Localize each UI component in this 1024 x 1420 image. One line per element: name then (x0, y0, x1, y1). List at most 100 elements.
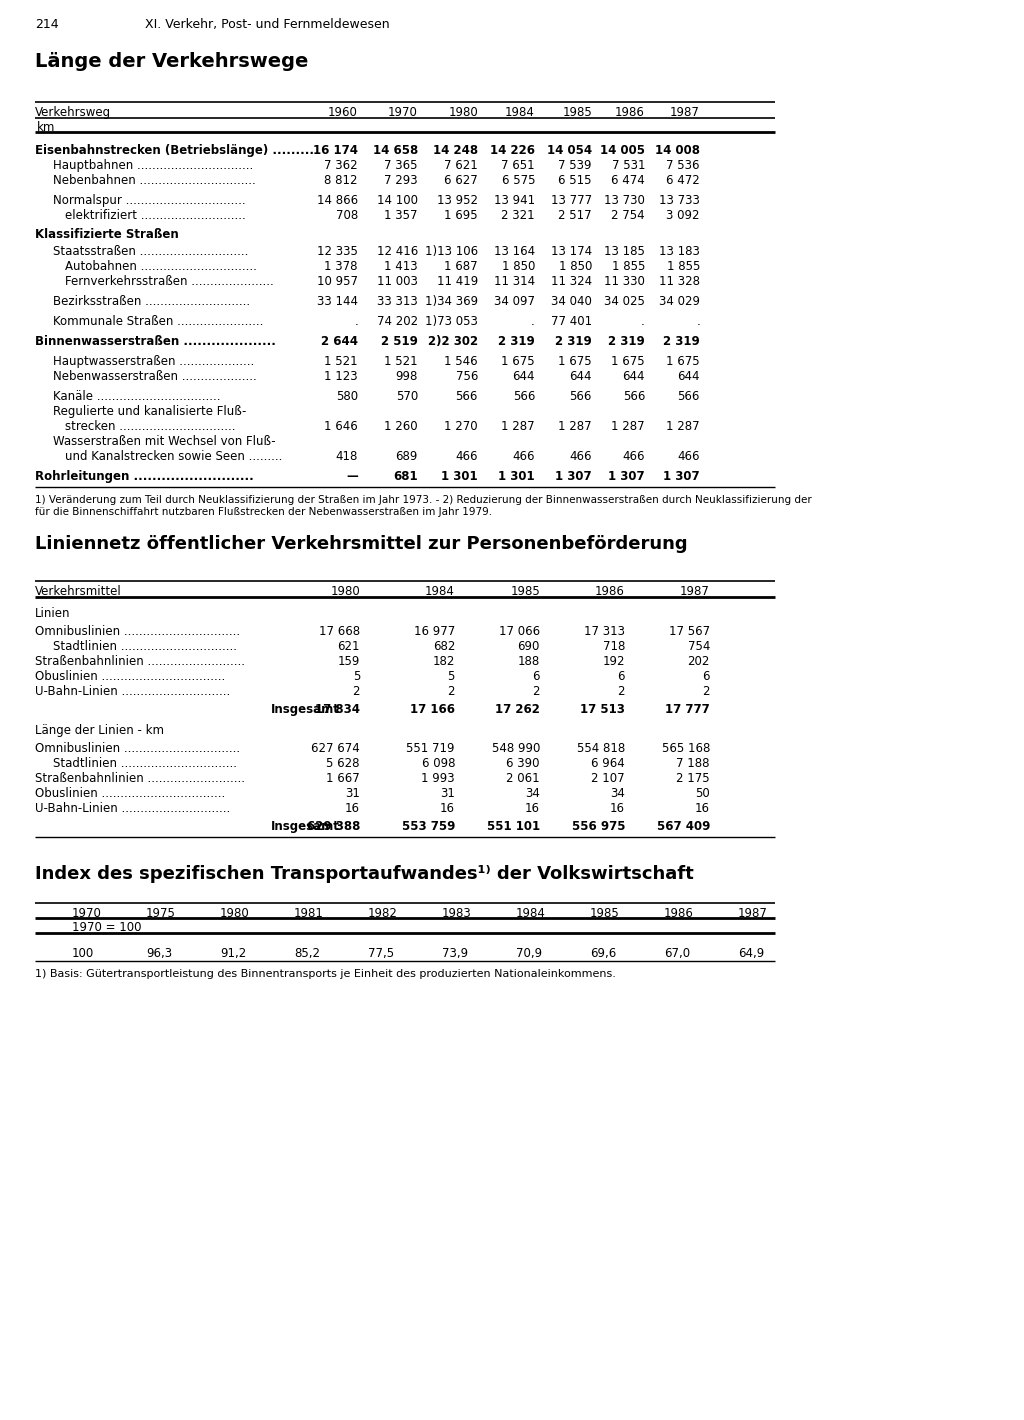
Text: 5: 5 (447, 670, 455, 683)
Text: 7 536: 7 536 (667, 159, 700, 172)
Text: Omnibuslinien ...............................: Omnibuslinien ..........................… (35, 743, 240, 755)
Text: 754: 754 (688, 640, 710, 653)
Text: Rohrleitungen ..........................: Rohrleitungen .......................... (35, 470, 254, 483)
Text: —: — (346, 470, 358, 483)
Text: 34 040: 34 040 (551, 295, 592, 308)
Text: Kommunale Straßen .......................: Kommunale Straßen ......................… (53, 315, 263, 328)
Text: 73,9: 73,9 (442, 947, 468, 960)
Text: Regulierte und kanalisierte Fluß-: Regulierte und kanalisierte Fluß- (53, 405, 247, 417)
Text: 34 025: 34 025 (604, 295, 645, 308)
Text: Index des spezifischen Transportaufwandes¹⁾ der Volkswirtschaft: Index des spezifischen Transportaufwande… (35, 865, 693, 883)
Text: 6 390: 6 390 (507, 757, 540, 770)
Text: 7 362: 7 362 (325, 159, 358, 172)
Text: 202: 202 (688, 655, 710, 667)
Text: 553 759: 553 759 (401, 819, 455, 834)
Text: 7 293: 7 293 (384, 175, 418, 187)
Text: 74 202: 74 202 (377, 315, 418, 328)
Text: 466: 466 (678, 450, 700, 463)
Text: 2 319: 2 319 (499, 335, 535, 348)
Text: 6 098: 6 098 (422, 757, 455, 770)
Text: XI. Verkehr, Post- und Fernmeldewesen: XI. Verkehr, Post- und Fernmeldewesen (145, 18, 389, 31)
Text: 1 378: 1 378 (325, 260, 358, 273)
Text: 7 365: 7 365 (384, 159, 418, 172)
Text: 70,9: 70,9 (516, 947, 542, 960)
Text: 1982: 1982 (368, 907, 398, 920)
Text: 1 260: 1 260 (384, 420, 418, 433)
Text: 1 675: 1 675 (558, 355, 592, 368)
Text: 1975: 1975 (146, 907, 176, 920)
Text: 8 812: 8 812 (325, 175, 358, 187)
Text: 1 850: 1 850 (502, 260, 535, 273)
Text: Kanäle .................................: Kanäle ................................. (53, 391, 220, 403)
Text: 16: 16 (345, 802, 360, 815)
Text: U-Bahn-Linien .............................: U-Bahn-Linien ..........................… (35, 802, 230, 815)
Text: 13 733: 13 733 (659, 195, 700, 207)
Text: 1 357: 1 357 (384, 209, 418, 222)
Text: 17 834: 17 834 (315, 703, 360, 716)
Text: 621: 621 (338, 640, 360, 653)
Text: 11 324: 11 324 (551, 275, 592, 288)
Text: 1 287: 1 287 (558, 420, 592, 433)
Text: 2 107: 2 107 (592, 772, 625, 785)
Text: 14 054: 14 054 (547, 143, 592, 158)
Text: 7 539: 7 539 (558, 159, 592, 172)
Text: Nebenbahnen ...............................: Nebenbahnen ............................… (53, 175, 256, 187)
Text: 6 515: 6 515 (558, 175, 592, 187)
Text: 11 328: 11 328 (659, 275, 700, 288)
Text: 466: 466 (512, 450, 535, 463)
Text: Insgesamt: Insgesamt (271, 703, 340, 716)
Text: 11 330: 11 330 (604, 275, 645, 288)
Text: 2)2 302: 2)2 302 (428, 335, 478, 348)
Text: 159: 159 (338, 655, 360, 667)
Text: 1 521: 1 521 (384, 355, 418, 368)
Text: 13 777: 13 777 (551, 195, 592, 207)
Text: 551 719: 551 719 (407, 743, 455, 755)
Text: 6: 6 (617, 670, 625, 683)
Text: 14 100: 14 100 (377, 195, 418, 207)
Text: 556 975: 556 975 (571, 819, 625, 834)
Text: 77 401: 77 401 (551, 315, 592, 328)
Text: 2 319: 2 319 (555, 335, 592, 348)
Text: 566: 566 (678, 391, 700, 403)
Text: 570: 570 (395, 391, 418, 403)
Text: Straßenbahnlinien ..........................: Straßenbahnlinien ......................… (35, 772, 245, 785)
Text: 1)73 053: 1)73 053 (425, 315, 478, 328)
Text: 17 066: 17 066 (499, 625, 540, 638)
Text: 1986: 1986 (664, 907, 694, 920)
Text: 1 307: 1 307 (608, 470, 645, 483)
Text: 16 977: 16 977 (414, 625, 455, 638)
Text: 1983: 1983 (442, 907, 472, 920)
Text: 10 957: 10 957 (317, 275, 358, 288)
Text: 13 174: 13 174 (551, 246, 592, 258)
Text: 566: 566 (456, 391, 478, 403)
Text: 567 409: 567 409 (656, 819, 710, 834)
Text: .: . (354, 315, 358, 328)
Text: 3 092: 3 092 (667, 209, 700, 222)
Text: 14 248: 14 248 (433, 143, 478, 158)
Text: 14 226: 14 226 (490, 143, 535, 158)
Text: 14 005: 14 005 (600, 143, 645, 158)
Text: U-Bahn-Linien .............................: U-Bahn-Linien ..........................… (35, 684, 230, 699)
Text: 14 008: 14 008 (655, 143, 700, 158)
Text: 644: 644 (569, 371, 592, 383)
Text: 756: 756 (456, 371, 478, 383)
Text: 644: 644 (623, 371, 645, 383)
Text: .: . (531, 315, 535, 328)
Text: 67,0: 67,0 (664, 947, 690, 960)
Text: 1987: 1987 (670, 106, 700, 119)
Text: 1980: 1980 (331, 585, 360, 598)
Text: Normalspur ................................: Normalspur .............................… (53, 195, 246, 207)
Text: 1970: 1970 (388, 106, 418, 119)
Text: 188: 188 (518, 655, 540, 667)
Text: 1)34 369: 1)34 369 (425, 295, 478, 308)
Text: 1984: 1984 (425, 585, 455, 598)
Text: 5 628: 5 628 (327, 757, 360, 770)
Text: 1987: 1987 (680, 585, 710, 598)
Text: 11 314: 11 314 (494, 275, 535, 288)
Text: 689: 689 (395, 450, 418, 463)
Text: Nebenwasserstraßen ....................: Nebenwasserstraßen .................... (53, 371, 257, 383)
Text: Verkehrsweg: Verkehrsweg (35, 106, 112, 119)
Text: 1 287: 1 287 (502, 420, 535, 433)
Text: 7 531: 7 531 (611, 159, 645, 172)
Text: 17 513: 17 513 (581, 703, 625, 716)
